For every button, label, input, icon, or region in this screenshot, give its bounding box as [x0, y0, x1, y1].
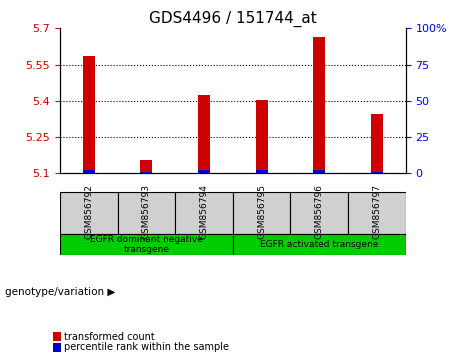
Text: GSM856796: GSM856796	[315, 184, 324, 239]
FancyBboxPatch shape	[60, 192, 118, 234]
FancyBboxPatch shape	[175, 192, 233, 234]
Bar	[255, 99, 268, 173]
Text: GSM856797: GSM856797	[372, 184, 381, 239]
FancyBboxPatch shape	[233, 192, 290, 234]
Text: transformed count: transformed count	[64, 332, 154, 342]
Text: genotype/variation ▶: genotype/variation ▶	[5, 287, 115, 297]
Bar	[198, 95, 210, 173]
Bar	[140, 172, 153, 173]
Text: EGFR dominant negative
transgene: EGFR dominant negative transgene	[90, 235, 203, 255]
Text: EGFR activated transgene: EGFR activated transgene	[260, 240, 378, 249]
Bar	[198, 170, 210, 173]
FancyBboxPatch shape	[290, 192, 348, 234]
Text: GSM856792: GSM856792	[84, 184, 93, 239]
Text: GSM856794: GSM856794	[200, 184, 208, 239]
Text: GSM856793: GSM856793	[142, 184, 151, 239]
Bar	[83, 56, 95, 173]
Bar	[371, 114, 383, 173]
Text: percentile rank within the sample: percentile rank within the sample	[64, 342, 229, 352]
Bar	[313, 37, 325, 173]
FancyBboxPatch shape	[60, 234, 233, 255]
Title: GDS4496 / 151744_at: GDS4496 / 151744_at	[149, 11, 317, 27]
FancyBboxPatch shape	[348, 192, 406, 234]
FancyBboxPatch shape	[233, 234, 406, 255]
Text: GSM856795: GSM856795	[257, 184, 266, 239]
FancyBboxPatch shape	[118, 192, 175, 234]
Bar	[371, 172, 383, 173]
Bar	[83, 170, 95, 173]
Bar	[313, 170, 325, 173]
Bar	[255, 170, 268, 173]
Bar	[140, 160, 153, 173]
